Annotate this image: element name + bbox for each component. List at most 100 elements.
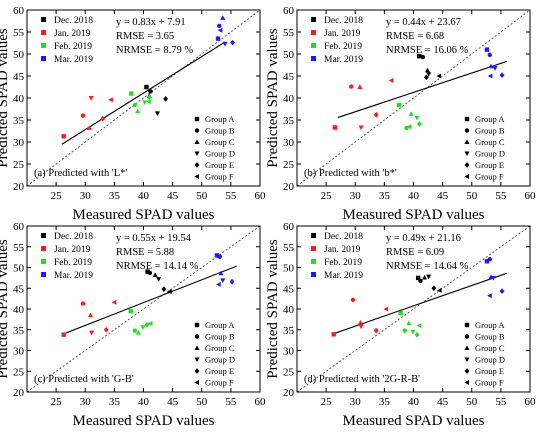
y-tick-label: 35 <box>283 115 295 127</box>
legend-label: Feb. 2019 <box>54 258 92 268</box>
y-tick-label: 30 <box>283 346 295 358</box>
group-legend-label: Group D <box>475 355 505 365</box>
data-point <box>156 277 162 282</box>
data-point <box>148 89 153 94</box>
legend-label: Feb. 2019 <box>54 42 92 52</box>
group-legend-label: Group A <box>475 114 505 124</box>
x-tick-label: 50 <box>466 396 478 408</box>
data-point <box>408 111 414 116</box>
group-legend-label: Group C <box>205 343 235 353</box>
x-axis-title: Measured SPAD values <box>73 413 215 429</box>
x-tick-label: 25 <box>321 190 333 202</box>
data-point <box>163 96 169 102</box>
x-tick-label: 60 <box>525 190 537 202</box>
data-point <box>220 278 226 284</box>
group-legend-marker <box>194 322 200 328</box>
y-tick-label: 20 <box>283 387 295 399</box>
x-tick-label: 30 <box>350 396 362 408</box>
data-point <box>132 328 137 333</box>
group-legend-marker <box>194 345 200 350</box>
data-point <box>416 121 422 127</box>
group-legend-marker <box>194 357 200 363</box>
y-axis-title: Predicted SPAD values <box>0 239 11 379</box>
data-point <box>499 72 505 78</box>
group-legend-label: Group D <box>205 149 235 159</box>
data-point <box>437 287 442 293</box>
data-point <box>217 254 223 259</box>
group-legend-label: Group A <box>205 114 235 124</box>
legend-marker <box>311 272 316 277</box>
y-tick-label: 20 <box>13 387 25 399</box>
data-point <box>487 52 493 58</box>
y-tick-label: 60 <box>13 221 25 233</box>
x-tick-label: 40 <box>138 396 150 408</box>
x-tick-label: 35 <box>379 190 391 202</box>
group-legend-label: Group C <box>205 137 235 147</box>
y-tick-label: 50 <box>13 49 25 61</box>
legend-label: Dec. 2018 <box>54 232 93 242</box>
legend-marker <box>311 30 316 35</box>
data-point <box>86 125 92 130</box>
x-tick-label: 45 <box>167 396 179 408</box>
x-tick-label: 40 <box>138 190 150 202</box>
data-point <box>146 94 152 100</box>
legend-label: Mar. 2019 <box>54 271 93 281</box>
y-tick-label: 60 <box>13 5 25 17</box>
group-legend-marker <box>194 334 200 339</box>
data-point <box>423 74 429 81</box>
data-point <box>216 281 221 288</box>
y-tick-label: 25 <box>283 366 295 378</box>
data-point <box>418 278 423 283</box>
x-tick-label: 30 <box>80 190 92 202</box>
fit-statistics: RMSE = 6.68 <box>386 31 444 42</box>
legend-marker <box>311 43 316 48</box>
y-tick-label: 60 <box>283 221 295 233</box>
x-tick-label: 60 <box>255 396 267 408</box>
data-point <box>422 274 428 280</box>
legend-label: Dec. 2018 <box>324 232 363 242</box>
data-point <box>220 15 226 20</box>
group-legend-marker <box>194 173 199 180</box>
fit-statistics: RMSE = 6.09 <box>386 247 444 258</box>
x-tick-label: 55 <box>225 396 237 408</box>
group-legend-label: Group E <box>205 160 234 170</box>
data-point <box>144 321 150 328</box>
y-tick-label: 30 <box>13 346 25 358</box>
data-point <box>111 299 117 305</box>
panel-caption: (a) Predicted with 'L*' <box>34 168 127 179</box>
data-point <box>229 278 235 285</box>
data-point <box>135 108 141 114</box>
fit-statistics: y = 0.83x + 7.91 <box>116 17 186 28</box>
data-point <box>100 115 106 122</box>
fit-statistics: RMSE = 3.65 <box>116 31 174 42</box>
data-point <box>154 111 161 117</box>
group-legend-marker <box>194 162 200 168</box>
legend-marker <box>41 272 46 277</box>
group-legend-label: Group F <box>475 172 504 182</box>
group-legend-marker <box>464 139 470 144</box>
data-point <box>147 270 153 276</box>
legend-label: Jan. 2019 <box>54 29 91 39</box>
group-legend-label: Group B <box>205 332 235 342</box>
data-point <box>396 102 402 108</box>
group-legend-label: Group E <box>475 366 504 376</box>
data-point <box>144 84 149 90</box>
group-legend-marker <box>464 173 469 180</box>
x-tick-label: 60 <box>255 190 267 202</box>
group-legend-marker <box>464 128 470 133</box>
data-point <box>357 320 364 325</box>
legend-marker <box>311 56 316 61</box>
y-tick-label: 30 <box>13 137 25 149</box>
fit-statistics: y = 0.55x + 19.54 <box>116 233 192 244</box>
y-tick-label: 60 <box>283 5 295 17</box>
y-tick-label: 20 <box>283 181 295 193</box>
group-legend-marker <box>464 116 470 122</box>
data-point <box>416 323 422 329</box>
group-legend-label: Group D <box>205 355 235 365</box>
group-legend-marker <box>194 128 200 133</box>
y-tick-label: 30 <box>283 137 295 149</box>
group-legend-marker <box>464 379 469 386</box>
group-legend-label: Group A <box>205 320 235 330</box>
fit-statistics: NRMSE = 8.79 % <box>116 45 193 56</box>
fit-statistics: RMSE = 5.88 <box>116 247 174 258</box>
